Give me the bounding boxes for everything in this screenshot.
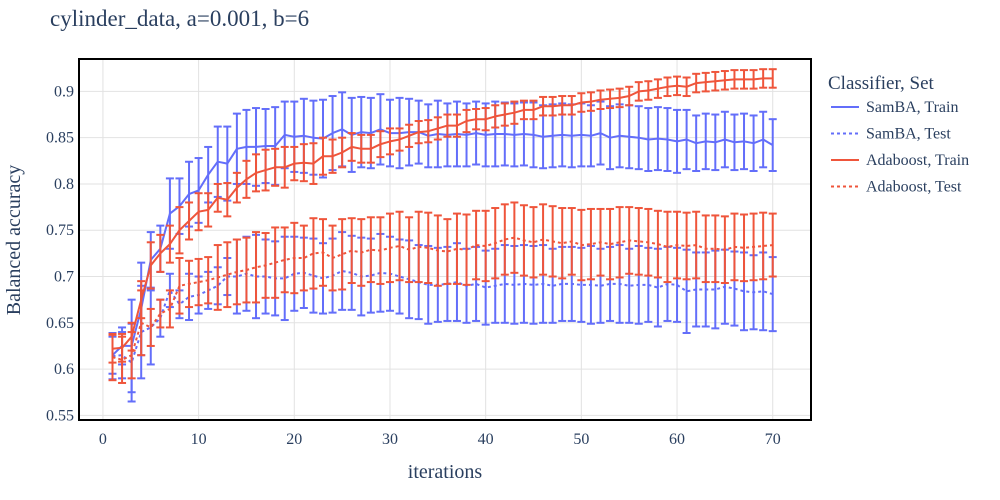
x-tick-label: 50: [573, 431, 589, 448]
chart-title: cylinder_data, a=0.001, b=6: [50, 6, 310, 31]
legend-item: SamBA, Train: [831, 99, 958, 116]
error-bar: [740, 213, 749, 283]
error-bar: [759, 211, 768, 281]
series-line: [111, 128, 774, 356]
error-bar: [634, 207, 643, 276]
y-tick-label: 0.65: [46, 315, 74, 332]
error-bar: [615, 206, 624, 279]
y-tick-label: 0.55: [46, 407, 74, 424]
y-tick-label: 0.75: [46, 222, 74, 239]
y-tick-labels: 0.55 0.6 0.65 0.7 0.75 0.8 0.85 0.9: [46, 83, 74, 424]
error-bar: [481, 209, 490, 283]
x-tick-labels: 0 10 20 30 40 50 60 70: [99, 431, 781, 448]
y-tick-label: 0.7: [54, 269, 74, 286]
series-line: [112, 270, 773, 364]
series-line: [112, 236, 773, 361]
error-bar: [510, 201, 519, 274]
error-bar: [252, 231, 261, 304]
y-tick-label: 0.8: [54, 176, 74, 193]
error-bar: [424, 211, 433, 285]
error-bar: [156, 298, 165, 329]
y-tick-label: 0.6: [54, 361, 74, 378]
error-bar: [653, 209, 662, 279]
error-bar: [586, 207, 595, 281]
y-axis-title: Balanced accuracy: [3, 165, 25, 315]
error-bar: [472, 209, 481, 281]
error-bar: [366, 216, 375, 284]
legend-title: Classifier, Set: [828, 73, 935, 94]
legend-label: SamBA, Train: [866, 99, 958, 116]
error-bar: [338, 218, 347, 291]
error-bar: [529, 206, 538, 279]
error-bar: [663, 210, 672, 284]
x-axis-title: iterations: [408, 461, 483, 483]
x-tick-label: 10: [191, 431, 207, 448]
x-tick-label: 20: [286, 431, 302, 448]
x-tick-label: 40: [478, 431, 494, 448]
error-bar: [118, 335, 127, 384]
error-bar: [768, 212, 777, 278]
x-tick-label: 60: [669, 431, 685, 448]
error-bar: [682, 211, 691, 281]
y-tick-label: 0.9: [54, 83, 74, 100]
error-bar: [395, 210, 404, 282]
error-bar: [711, 214, 720, 284]
error-bar: [558, 207, 567, 280]
series-layer: [108, 68, 777, 403]
error-bar: [768, 68, 777, 89]
error-bar: [146, 307, 155, 347]
error-bar: [347, 217, 356, 285]
error-bar: [299, 224, 308, 292]
legend-label: SamBA, Test: [866, 126, 951, 143]
error-bar: [443, 218, 452, 285]
legend-item: SamBA, Test: [831, 126, 951, 143]
error-bar: [108, 332, 117, 382]
series-line: [112, 77, 773, 350]
y-tick-label: 0.85: [46, 130, 74, 147]
x-tick-label: 70: [765, 431, 781, 448]
error-bar: [452, 212, 461, 285]
error-bar: [271, 226, 280, 299]
x-tick-label: 0: [99, 431, 107, 448]
x-tick-label: 30: [382, 431, 398, 448]
error-bar: [606, 207, 615, 281]
legend-label: Adaboost, Test: [866, 179, 962, 196]
legend-item: Adaboost, Test: [831, 179, 962, 196]
legend: Classifier, Set SamBA, Train SamBA, Test A…: [828, 73, 969, 196]
error-bar: [175, 257, 184, 315]
plot-background: [79, 59, 811, 420]
legend-label: Adaboost, Train: [866, 152, 969, 169]
legend-items: SamBA, Train SamBA, Test Adaboost, Train Ad…: [831, 99, 969, 196]
error-bar: [223, 241, 232, 309]
series-adaboost-test: [108, 201, 777, 384]
error-bar: [309, 217, 318, 290]
error-bar: [280, 226, 289, 294]
error-bar: [500, 203, 509, 276]
legend-item: Adaboost, Train: [831, 152, 969, 169]
plot-frame: [78, 58, 812, 421]
error-bar: [194, 257, 203, 307]
error-bar: [768, 118, 777, 173]
